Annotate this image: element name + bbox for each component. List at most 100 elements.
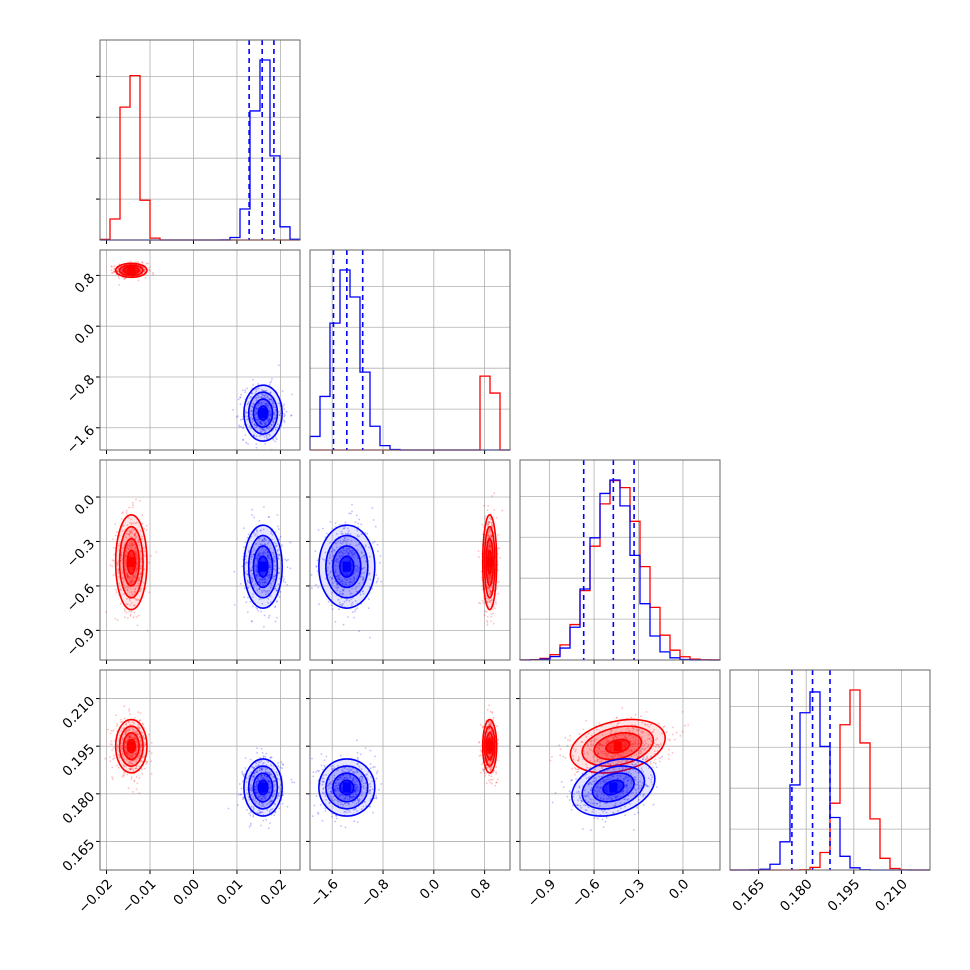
scatter-point: [255, 765, 257, 768]
scatter-point: [488, 576, 491, 578]
scatter-point: [256, 608, 258, 610]
scatter-point: [262, 805, 265, 808]
scatter-point: [264, 537, 266, 540]
scatter-point: [362, 592, 365, 595]
scatter-point: [274, 620, 277, 623]
scatter-point: [486, 616, 489, 618]
scatter-point: [273, 412, 276, 414]
scatter-point: [266, 427, 268, 430]
scatter-point: [273, 417, 275, 420]
scatter-point: [268, 565, 271, 568]
scatter-point: [371, 780, 373, 782]
scatter-point: [258, 795, 260, 798]
scatter-point: [129, 580, 131, 582]
scatter-point: [118, 756, 121, 759]
scatter-point: [135, 585, 138, 587]
scatter-point: [242, 798, 245, 801]
scatter-point: [255, 780, 258, 783]
scatter-point: [375, 574, 378, 576]
scatter-point: [248, 775, 251, 777]
scatter-point: [272, 405, 275, 408]
scatter-point: [329, 556, 332, 558]
scatter-point: [139, 746, 142, 749]
scatter-point: [304, 531, 306, 533]
scatter-point: [255, 786, 258, 788]
scatter-point: [489, 720, 492, 723]
scatter-point: [354, 521, 357, 524]
scatter-point: [256, 529, 258, 531]
scatter-point: [348, 547, 350, 550]
scatter-point: [341, 580, 343, 583]
scatter-point: [352, 808, 355, 811]
scatter-point: [350, 512, 352, 515]
scatter-point: [124, 277, 127, 280]
scatter-point: [258, 779, 260, 781]
scatter-point: [262, 756, 265, 759]
scatter-point: [278, 364, 280, 367]
scatter-point: [260, 393, 263, 396]
scatter-point: [342, 623, 345, 626]
scatter-point: [133, 779, 136, 782]
scatter-point: [368, 598, 370, 600]
scatter-point: [118, 544, 120, 547]
scatter-point: [260, 422, 263, 425]
scatter-point: [131, 580, 133, 582]
scatter-point: [261, 762, 264, 765]
scatter-point: [273, 578, 276, 581]
scatter-point: [124, 277, 126, 280]
scatter-point: [490, 730, 493, 732]
scatter-point: [127, 575, 130, 578]
scatter-point: [120, 589, 123, 591]
scatter-point: [280, 761, 283, 763]
scatter-point: [257, 553, 260, 556]
scatter-point: [335, 542, 338, 545]
scatter-point: [122, 773, 125, 776]
scatter-point: [133, 576, 136, 579]
scatter-point: [315, 583, 317, 586]
scatter-point: [321, 768, 324, 771]
scatter-point: [135, 761, 138, 763]
scatter-point: [489, 545, 492, 548]
scatter-point: [354, 608, 357, 611]
scatter-point: [259, 422, 261, 425]
scatter-point: [337, 784, 339, 786]
scatter-point: [488, 586, 490, 589]
scatter-point: [258, 552, 261, 554]
scatter-point: [263, 777, 266, 780]
scatter-point: [356, 756, 359, 759]
scatter-point: [363, 566, 366, 569]
scatter-point: [355, 802, 358, 805]
scatter-point: [259, 552, 262, 555]
scatter-point: [260, 578, 263, 581]
scatter-point: [492, 608, 494, 611]
scatter-point: [140, 744, 143, 746]
scatter-point: [125, 550, 128, 553]
scatter-point: [352, 767, 354, 770]
scatter-point: [277, 794, 280, 797]
scatter-point: [265, 593, 267, 596]
scatter-point: [263, 625, 265, 628]
scatter-point: [125, 723, 127, 726]
scatter-point: [131, 522, 133, 524]
scatter-point: [113, 267, 116, 270]
scatter-point: [336, 787, 339, 789]
scatter-point: [119, 721, 122, 724]
scatter-point: [259, 554, 261, 556]
scatter-point: [121, 739, 124, 742]
scatter-point: [129, 581, 132, 584]
scatter-point: [358, 535, 361, 537]
scatter-point: [278, 596, 281, 598]
scatter-point: [487, 737, 490, 740]
scatter-point: [126, 572, 129, 575]
scatter-point: [268, 398, 271, 401]
scatter-point: [361, 552, 363, 554]
scatter-point: [134, 588, 137, 591]
scatter-point: [276, 797, 279, 799]
scatter-point: [268, 557, 270, 560]
scatter-point: [267, 541, 270, 543]
scatter-point: [255, 564, 258, 566]
scatter-point: [135, 765, 138, 768]
scatter-point: [132, 729, 135, 731]
scatter-point: [348, 770, 351, 773]
scatter-point: [352, 579, 355, 582]
